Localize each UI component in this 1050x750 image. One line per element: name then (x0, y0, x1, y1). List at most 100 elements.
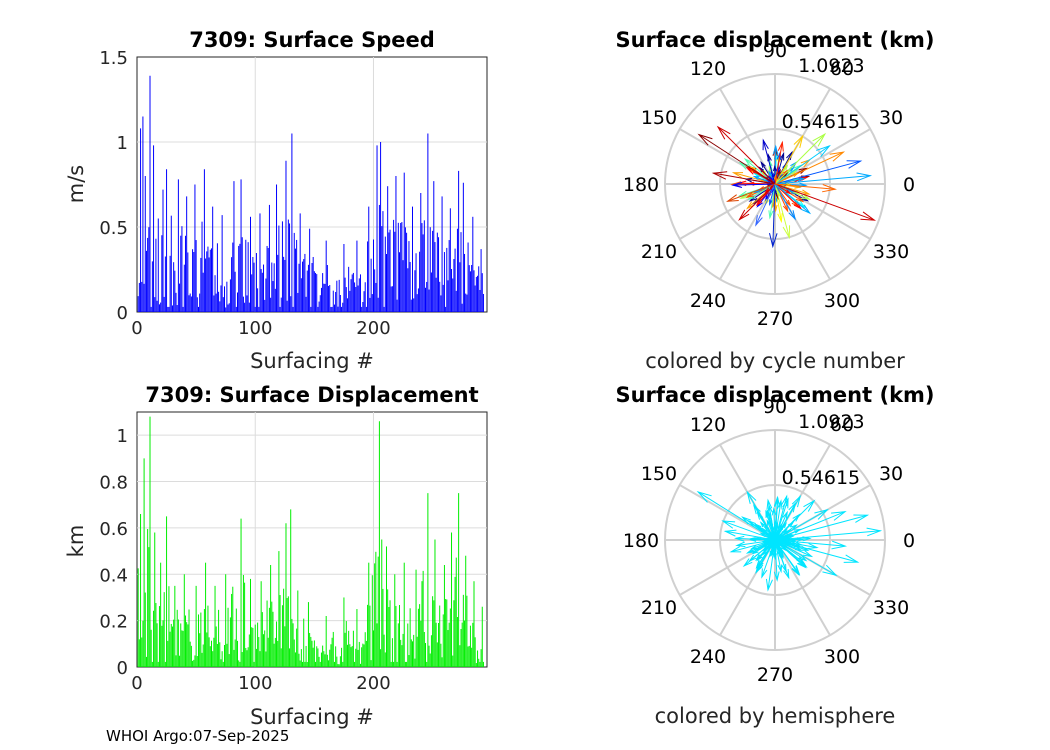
polar-cycle-vector-long-shaft (774, 135, 804, 185)
polar-cycle-angle-label: 330 (873, 241, 909, 263)
polar-cycle-vectors (697, 125, 877, 249)
polar-hemisphere-vector-head (771, 506, 777, 516)
polar-cycle-vector-head (755, 199, 763, 207)
polar-hemisphere-vector-long-shaft (725, 530, 776, 541)
polar-cycle-vector-long (762, 138, 776, 185)
polar-hemisphere-vector-head (734, 535, 745, 542)
polar-cycle-vector-long-head (762, 138, 769, 151)
polar-hemisphere-angle-label: 240 (690, 646, 726, 668)
polar-cycle-vector-long-shaft (739, 183, 776, 220)
polar-hemisphere-vector-head (752, 503, 761, 515)
polar-cycle-vector-long (774, 183, 877, 221)
polar-cycle-radial-label-inner: 0.54615 (782, 111, 861, 133)
polar-cycle-angle-label: 120 (690, 58, 726, 80)
polar-cycle-angle-label: 150 (641, 107, 677, 129)
polar-hemisphere-vector-long-shaft (774, 539, 837, 576)
polar-hemisphere-vector-long-head (696, 491, 712, 503)
polar-hemisphere-vector-shaft (774, 539, 806, 568)
polar-hemisphere-vector-long (721, 520, 776, 541)
polar-hemisphere-vector-long (774, 494, 802, 541)
polar-hemisphere-vector-head (749, 537, 757, 542)
polar-cycle-vector-shaft (733, 183, 776, 186)
polar-cycle-vector-head (779, 151, 785, 161)
polar-cycle-vector-head (746, 201, 755, 210)
polar-cycle-vector-long-head (793, 134, 804, 148)
polar-hemisphere-vector-long (774, 539, 848, 550)
polar-hemisphere-vector-long (723, 529, 776, 541)
displacement-bars (137, 416, 484, 667)
polar-hemisphere-vector-shaft (774, 539, 782, 572)
polar-hemisphere-vector-long-shaft (697, 491, 776, 541)
polar-hemisphere-vector-head (750, 544, 758, 550)
polar-cycle-vector-head (772, 144, 779, 155)
polar-cycle-vector-long-shaft (774, 160, 861, 185)
displacement-bar-chart: 0 100 200 0 0.2 0.4 0.6 0.8 1 7309: Surface Disp… (64, 383, 488, 729)
polar-cycle-vector-long-shaft (774, 151, 844, 185)
polar-hemisphere-vector-long-head (783, 568, 790, 580)
speed-bar-chart: 0 100 200 0 0.5 1 1.5 7309: Surface Speed Surf… (64, 28, 488, 373)
polar-cycle-vector-long-shaft (755, 183, 776, 226)
polar-cycle-angle-label: 240 (690, 290, 726, 312)
polar-hemisphere-vector-head (776, 499, 783, 510)
polar-hemisphere-vector-long-head (843, 554, 860, 563)
polar-hemisphere-vector-long (774, 539, 860, 563)
speed-y-tick-label: 0 (117, 303, 128, 324)
polar-cycle-vector-long-shaft (774, 183, 836, 190)
polar-cycle-vector-long (711, 171, 776, 185)
polar-hemisphere-vector-long-head (765, 578, 773, 592)
polar-cycle-vector-head (737, 190, 748, 197)
polar-hemisphere-vector-head (777, 523, 782, 530)
polar-hemisphere-vector-long-head (781, 494, 788, 507)
polar-hemisphere-vector-head (790, 524, 798, 530)
polar-cycle-vector-long-head (697, 133, 713, 146)
polar-hemisphere-vector-long (774, 494, 788, 541)
speed-y-tick-label: 0.5 (99, 218, 128, 239)
polar-hemisphere-chart: 0 30 60 90 120 150 180 210 240 270 300 330 0.54615 1.… (615, 383, 934, 728)
polar-cycle-vector-long (774, 160, 863, 185)
displacement-y-tick-label: 0.8 (99, 473, 128, 494)
polar-hemisphere-angle-label: 30 (879, 463, 903, 485)
polar-cycle-vector-head (785, 199, 792, 207)
polar-hemisphere-angle-label: 180 (623, 530, 659, 552)
polar-hemisphere-vector-long (756, 539, 776, 573)
polar-hemisphere-vector-long-head (853, 514, 870, 523)
displacement-x-tick-label: 200 (356, 673, 390, 694)
polar-cycle-vector-long-head (788, 210, 797, 221)
polar-hemisphere-vector-long (742, 539, 776, 568)
polar-cycle-vector-long-shaft (774, 175, 871, 185)
polar-cycle-vector-long-shaft (717, 126, 776, 185)
polar-cycle-vector-long-shaft (762, 140, 776, 185)
polar-cycle-vector-long-shaft (727, 183, 776, 202)
polar-cycle-vector-long (774, 183, 812, 215)
polar-cycle-vector-long (774, 183, 791, 240)
polar-hemisphere-vector-long-shaft (743, 539, 776, 567)
polar-hemisphere-vector-head (779, 550, 784, 558)
speed-ticks: 0 100 200 0 0.5 1 1.5 (99, 48, 390, 339)
speed-x-axis-label: Surfacing # (250, 349, 374, 373)
polar-hemisphere-vector-shaft (748, 539, 776, 553)
polar-cycle-vector-long-head (716, 125, 731, 140)
polar-hemisphere-vector-shaft (773, 508, 776, 541)
polar-hemisphere-vector-head (735, 541, 746, 548)
polar-hemisphere-vector (747, 539, 776, 553)
polar-hemisphere-vector-head (802, 550, 814, 558)
polar-cycle-vector-long-shaft (774, 183, 875, 221)
polar-hemisphere-vector (774, 539, 814, 558)
polar-cycle-vector-head (768, 170, 773, 177)
polar-hemisphere-vector-head (759, 521, 766, 528)
polar-cycle-vector-long (716, 125, 776, 185)
polar-hemisphere-radial-label-outer: 1.0923 (798, 411, 864, 433)
polar-cycle-vector-long (774, 172, 873, 185)
speed-x-tick-label: 100 (238, 318, 272, 339)
polar-hemisphere-caption: colored by hemisphere (655, 704, 896, 728)
polar-hemisphere-vector-long-shaft (722, 520, 776, 541)
polar-cycle-angle-label: 180 (623, 174, 659, 196)
polar-cycle-vector-long-shaft (774, 183, 796, 220)
polar-cycle-vector-head (731, 181, 743, 188)
polar-hemisphere-vector-long-head (742, 558, 753, 568)
polar-hemisphere-vector (774, 539, 807, 569)
polar-cycle-vector-long (774, 132, 827, 185)
polar-hemisphere-vector-head (765, 509, 770, 519)
polar-cycle-vector-head (793, 164, 802, 172)
polar-cycle-angle-label: 30 (879, 107, 903, 129)
